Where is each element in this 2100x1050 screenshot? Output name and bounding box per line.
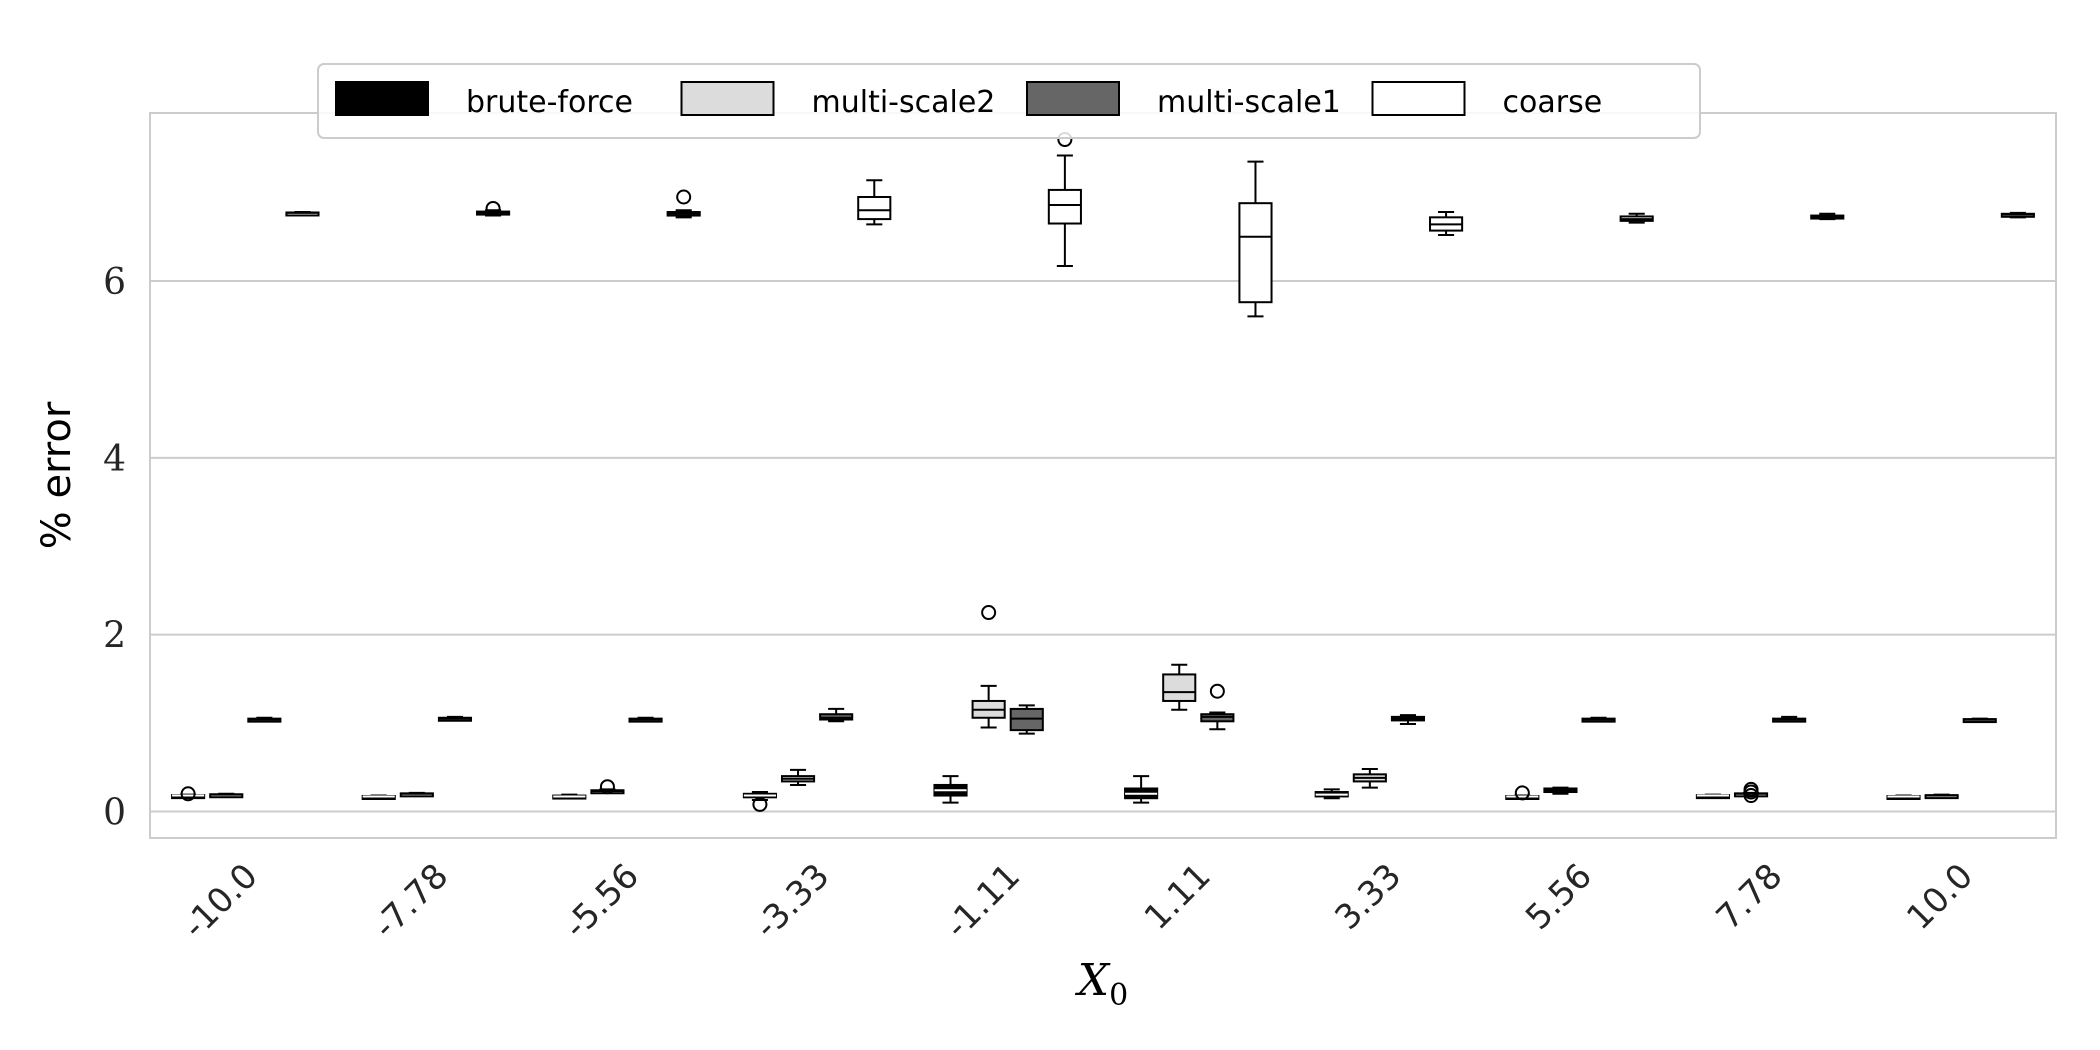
legend: brute-force multi-scale2 multi-scale1 coars… (317, 63, 1701, 139)
x-tick-label: 10.0 (1899, 856, 1981, 938)
outlier-point (752, 796, 768, 812)
y-tick-label: 2 (103, 616, 126, 657)
outlier-point (1514, 785, 1530, 801)
box-multi-scale1--10.0 (247, 716, 282, 723)
outlier-point (485, 200, 501, 216)
grid-lines (150, 279, 2056, 813)
box-brute-force--7.78 (361, 794, 396, 801)
box-iqr (1162, 673, 1197, 702)
legend-frame (317, 63, 1701, 139)
y-tick-label: 6 (103, 262, 126, 303)
x-axis-ticks: -10.0 -7.78 -5.56 -3.33 -1.11 1.11 3.33 5.56 7.7… (175, 856, 1981, 946)
box-coarse-5.56 (1619, 212, 1654, 224)
box-multi-scale2--7.78 (399, 791, 434, 798)
box-multi-scale1-7.78 (1772, 715, 1807, 723)
series-coarse (285, 132, 2035, 318)
legend-item-coarse: coarse (1371, 81, 1603, 120)
x-tick-label: -7.78 (366, 856, 456, 946)
box-coarse--3.33 (857, 179, 892, 226)
x-axis-label: X0 (1075, 955, 1128, 1013)
y-tick-label: 0 (103, 792, 126, 833)
box-multi-scale2--10.0 (209, 792, 244, 799)
box-plots (171, 132, 2035, 812)
plot-area-frame (149, 112, 2057, 839)
box-brute-force--1.11 (933, 775, 968, 804)
box-multi-scale2-5.56 (1543, 786, 1578, 795)
outlier-point (676, 189, 692, 205)
y-axis-ticks: 0 2 4 6 (103, 262, 126, 833)
x-tick-label: -5.56 (556, 856, 646, 946)
legend-item-brute-force: brute-force (335, 81, 633, 120)
box-multi-scale1--5.56 (628, 716, 663, 723)
outlier-point (1209, 683, 1225, 699)
legend-swatch (335, 81, 429, 116)
legend-label: multi-scale1 (1157, 85, 1341, 120)
box-multi-scale2-7.78 (1733, 781, 1769, 804)
legend-label: brute-force (466, 85, 633, 120)
box-iqr (1047, 188, 1082, 225)
box-brute-force--5.56 (552, 793, 587, 800)
box-multi-scale1-3.33 (1390, 714, 1426, 725)
box-coarse-1.11 (1238, 160, 1273, 318)
legend-swatch (1371, 81, 1466, 116)
outlier-point (981, 605, 997, 621)
box-multi-scale1-10.0 (1962, 717, 1997, 724)
box-multi-scale1-5.56 (1581, 716, 1616, 723)
box-multi-scale2--1.11 (971, 605, 1006, 729)
box-multi-scale1--3.33 (819, 707, 854, 723)
series-multi-scale2 (209, 605, 1959, 804)
box-brute-force-5.56 (1505, 785, 1540, 801)
x-tick-label: 3.33 (1327, 856, 1409, 938)
y-axis-label: % error (34, 401, 80, 549)
box-coarse-10.0 (2000, 211, 2035, 219)
box-brute-force--3.33 (742, 791, 777, 812)
box-brute-force-3.33 (1314, 788, 1349, 800)
series-brute-force (171, 775, 1921, 812)
box-coarse--1.11 (1047, 132, 1082, 267)
box-brute-force--10.0 (171, 786, 206, 802)
x-tick-label: -10.0 (175, 856, 265, 946)
legend-swatch (680, 81, 775, 116)
x-tick-label: -1.11 (938, 856, 1028, 946)
box-multi-scale2--3.33 (780, 768, 816, 786)
series-multi-scale1 (247, 683, 1997, 735)
legend-label: coarse (1503, 85, 1603, 120)
box-iqr (1238, 202, 1273, 304)
box-multi-scale1-1.11 (1200, 683, 1235, 731)
box-multi-scale2-3.33 (1352, 768, 1387, 789)
legend-swatch (1026, 81, 1120, 116)
box-coarse--10.0 (285, 211, 320, 217)
box-multi-scale2-1.11 (1162, 663, 1197, 711)
box-brute-force-7.78 (1695, 793, 1730, 800)
x-tick-label: 5.56 (1518, 856, 1600, 938)
box-multi-scale2-10.0 (1924, 793, 1959, 800)
legend-item-multi-scale1: multi-scale1 (1026, 81, 1341, 120)
box-brute-force-1.11 (1124, 775, 1159, 804)
box-multi-scale2--5.56 (590, 779, 625, 795)
box-multi-scale1--7.78 (437, 715, 473, 722)
legend-item-multi-scale2: multi-scale2 (680, 81, 996, 120)
box-coarse--7.78 (476, 200, 511, 217)
box-coarse-7.78 (1810, 212, 1845, 221)
outlier-point (1743, 781, 1759, 797)
y-tick-label: 4 (103, 439, 126, 480)
box-coarse--5.56 (666, 189, 701, 219)
x-tick-label: 7.78 (1709, 856, 1791, 938)
x-axis-label-main: X (1075, 955, 1111, 1006)
x-tick-label: -3.33 (747, 856, 837, 946)
box-brute-force-10.0 (1886, 794, 1921, 801)
box-coarse-3.33 (1429, 211, 1464, 237)
legend-label: multi-scale2 (812, 85, 996, 120)
outlier-point (599, 779, 615, 795)
outlier-point (180, 786, 196, 802)
box-multi-scale1--1.11 (1009, 704, 1044, 735)
box-iqr (857, 195, 892, 221)
x-axis-label-subscript: 0 (1109, 978, 1128, 1013)
x-tick-label: 1.11 (1137, 856, 1219, 938)
